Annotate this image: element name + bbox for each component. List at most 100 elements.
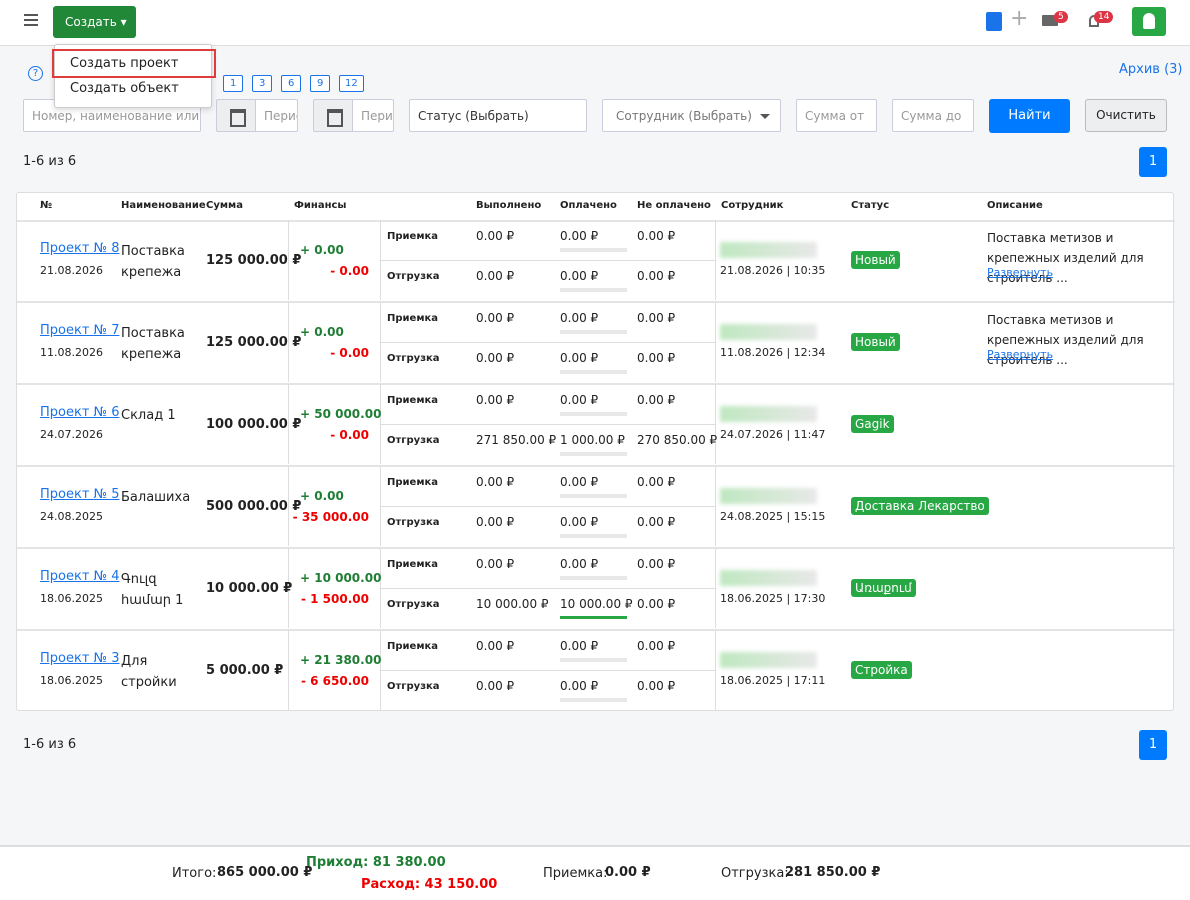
project-date: 21.08.2026 [40,264,103,277]
sub-label: Приемка [387,559,439,570]
sum-to-input[interactable]: Сумма до [892,99,974,132]
vline [715,466,716,546]
row-divider [17,547,1175,549]
project-link[interactable]: Проект № 7 [40,323,120,338]
employee-name-blurred [720,652,817,668]
paid-bar [560,616,627,619]
income: + 10 000.00 [300,571,382,585]
paid-bar [560,248,627,252]
period-button[interactable]: 12 [339,75,364,92]
employee-name-blurred [720,242,817,258]
page-button[interactable]: 1 [1139,730,1167,760]
amount: 1 000.00 ₽ [560,433,625,447]
divider [17,220,1175,222]
employee-time: 21.08.2026 | 10:35 [720,264,826,277]
status-badge: Gagik [851,415,894,433]
period-button[interactable]: 1 [223,75,244,92]
calculator-icon[interactable] [986,12,1002,31]
page-button[interactable]: 1 [1139,147,1167,177]
amount: 0.00 ₽ [476,639,515,653]
sub-label: Отгрузка [387,599,440,610]
project-date: 11.08.2026 [40,346,103,359]
dropdown-item[interactable]: Создать объект [70,81,179,96]
archive-link[interactable]: Архив (3) [1119,62,1183,77]
paid-bar [560,534,627,538]
amount: 0.00 ₽ [560,557,599,571]
amount: 0.00 ₽ [637,557,676,571]
help-icon[interactable]: ? [28,66,43,81]
expense: - 0.00 [330,428,369,442]
project-sum: 125 000.00 ₽ [206,335,302,350]
amount: 10 000.00 ₽ [476,597,549,611]
date-from-input[interactable]: Период [255,99,298,132]
sub-label: Приемка [387,641,439,652]
plus-icon[interactable]: + [1010,6,1029,31]
create-button[interactable]: Создать ▾ [53,6,136,38]
calendar-icon[interactable] [313,99,353,132]
clear-button[interactable]: Очистить [1085,99,1167,132]
paid-bar [560,452,627,456]
vline [715,302,716,382]
sub-divider [381,424,715,425]
project-link[interactable]: Проект № 4 [40,569,120,584]
project-name: Балашиха [121,490,191,505]
amount: 0.00 ₽ [637,269,676,283]
project-link[interactable]: Проект № 8 [40,241,120,256]
menu-icon[interactable] [24,14,38,16]
project-link[interactable]: Проект № 5 [40,487,120,502]
project-name: Գուլզ համար 1 [121,572,184,608]
sub-label: Отгрузка [387,435,440,446]
period-button[interactable]: 9 [310,75,331,92]
calendar-icon[interactable] [216,99,256,132]
status-badge: Новый [851,251,900,269]
project-link[interactable]: Проект № 3 [40,651,120,666]
project-sum: 100 000.00 ₽ [206,417,302,432]
employee-name-blurred [720,324,817,340]
date-to-input[interactable]: Период [352,99,394,132]
row-divider [17,383,1175,385]
amount: 0.00 ₽ [560,679,599,693]
employee-select[interactable]: Сотрудник (Выбрать) [602,99,781,132]
expand-link[interactable]: Развернуть [987,266,1054,279]
amount: 10 000.00 ₽ [560,597,633,611]
row-divider [17,629,1175,631]
column-header: Наименование [121,200,206,211]
amount: 0.00 ₽ [637,351,676,365]
period-button[interactable]: 6 [281,75,302,92]
vline [288,220,289,300]
income: + 21 380.00 [300,653,382,667]
project-link[interactable]: Проект № 6 [40,405,120,420]
user-button[interactable] [1132,7,1166,36]
employee-time: 24.08.2025 | 15:15 [720,510,826,523]
total-expense: Расход: 43 150.00 [361,877,498,892]
period-button[interactable]: 3 [252,75,273,92]
sub-label: Отгрузка [387,517,440,528]
vline [380,220,381,300]
amount: 0.00 ₽ [476,311,515,325]
dropdown-item[interactable]: Создать проект [70,56,179,71]
mail-badge: 5 [1054,11,1068,23]
employee-name-blurred [720,570,817,586]
amount: 0.00 ₽ [560,311,599,325]
mail-icon[interactable] [1042,15,1058,26]
expand-link[interactable]: Развернуть [987,348,1054,361]
sub-label: Отгрузка [387,353,440,364]
vline [288,384,289,464]
expense: - 35 000.00 [292,510,369,524]
select-arrow [760,114,770,124]
status-select[interactable]: Статус (Выбрать) [409,99,587,132]
vline [288,302,289,382]
sum-from-input[interactable]: Сумма от [796,99,877,132]
column-header: Сотрудник [721,200,784,211]
vline [380,630,381,710]
amount: 0.00 ₽ [637,515,676,529]
project-sum: 125 000.00 ₽ [206,253,302,268]
find-button[interactable]: Найти [989,99,1070,133]
sub-label: Отгрузка [387,271,440,282]
amount: 0.00 ₽ [476,351,515,365]
paid-bar [560,370,627,374]
total-income: Приход: 81 380.00 [306,855,446,870]
vline [380,302,381,382]
paid-bar [560,658,627,662]
